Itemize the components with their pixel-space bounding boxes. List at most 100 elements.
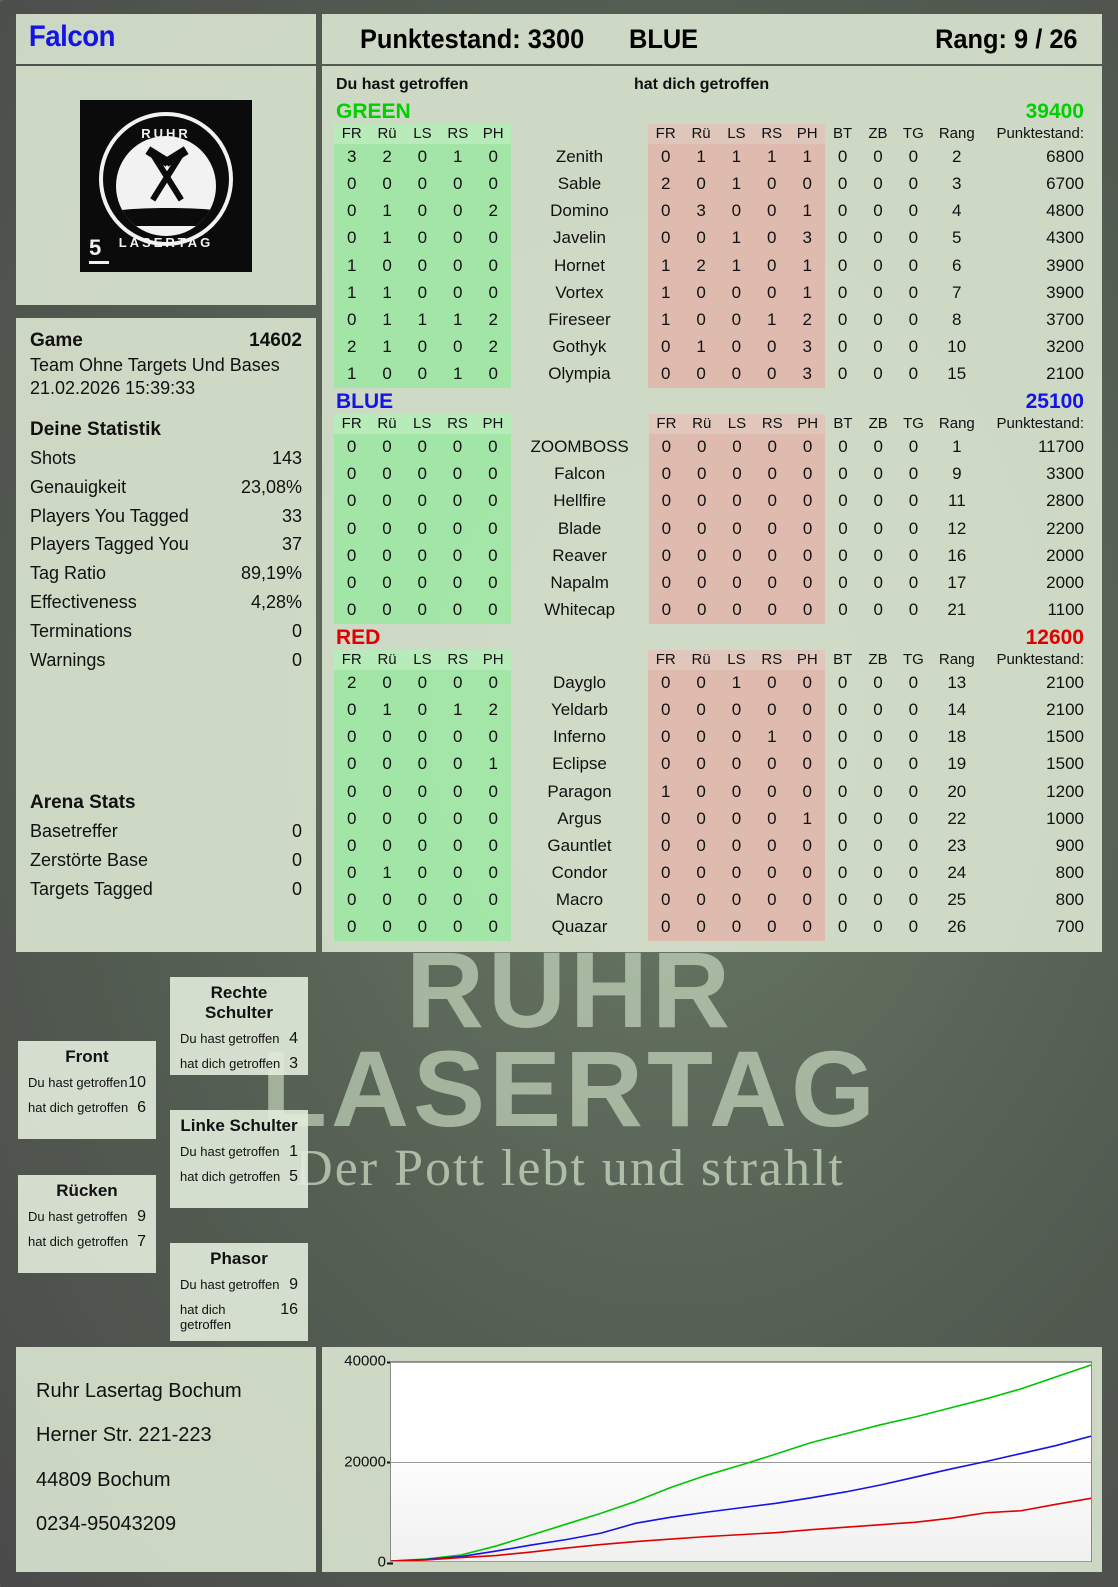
- table-row[interactable]: 0 0 0 0 0 Inferno 0 0 0 1 0 0 0 0 18 1500: [334, 724, 1090, 752]
- hitbox-taggedby-label: hat dich getroffen: [28, 1100, 129, 1115]
- game-id: 14602: [249, 330, 302, 351]
- stat-label: Basetreffer: [30, 821, 118, 842]
- cell-tagged: 0: [475, 887, 511, 915]
- cell-BT: 0: [837, 673, 848, 692]
- address-phone: 0234-95043209: [36, 1513, 177, 1536]
- table-row[interactable]: 0 0 0 0 0 Blade 0 0 0 0 0 0 0 0 12 2200: [334, 515, 1090, 543]
- cell-tagged-by: 0: [789, 832, 825, 860]
- table-row[interactable]: 0 0 0 0 0 Hellfire 0 0 0 0 0 0 0 0 11 2800: [334, 488, 1090, 516]
- cell-tagged-by: 0: [754, 778, 790, 806]
- table-row[interactable]: 3 2 0 1 0 Zenith 0 1 1 1 1 0 0 0 2 6800: [334, 144, 1090, 172]
- cell-tagged: 1: [440, 144, 476, 172]
- cell-tagged-by: 0: [754, 751, 790, 779]
- cell-ZB: 0: [873, 727, 883, 747]
- table-row[interactable]: 0 0 0 0 0 ZOOMBOSS 0 0 0 0 0 0 0 0 1 11700: [334, 434, 1090, 462]
- cell-TG: 0: [908, 835, 919, 855]
- table-row[interactable]: 0 0 0 0 1 Eclipse 0 0 0 0 0 0 0 0 19 1500: [334, 751, 1090, 779]
- chart-gridline: [391, 1561, 1091, 1562]
- cell-tagged-by: 0: [718, 333, 755, 361]
- chart-y-axis: 0 20000 40000: [328, 1353, 394, 1571]
- table-row[interactable]: 0 0 0 0 0 Falcon 0 0 0 0 0 0 0 0 9 3300: [334, 461, 1090, 489]
- table-row[interactable]: 0 0 0 0 0 Argus 0 0 0 0 1 0 0 0 22 1000: [334, 805, 1090, 833]
- cell-tagged-by: 0: [648, 670, 684, 698]
- table-row[interactable]: 1 0 0 0 0 Hornet 1 2 1 0 1 0 0 0 6 3900: [334, 252, 1090, 280]
- cell-tagged-by: 1: [647, 252, 684, 280]
- cell-TG: 0: [908, 862, 919, 882]
- cell-tagged: 2: [369, 144, 405, 172]
- table-row[interactable]: 2 0 0 0 0 Dayglo 0 0 1 0 0 0 0 0 13 2100: [334, 670, 1090, 698]
- cell-tagged-by: 0: [683, 832, 719, 860]
- table-row[interactable]: 0 1 0 0 2 Domino 0 3 0 0 1 0 0 0 4 4800: [334, 198, 1090, 226]
- col-header-name: [511, 650, 648, 670]
- cell-tagged: 0: [404, 832, 441, 860]
- cell-tagged: 0: [369, 914, 405, 942]
- cell-tagged-by: 0: [683, 697, 719, 725]
- cell-TG: 0: [908, 255, 919, 275]
- col-header-tagged-RS: RS: [440, 650, 476, 670]
- cell-tagged: 1: [369, 279, 405, 307]
- cell-tagged-by: 0: [789, 751, 825, 779]
- table-row[interactable]: 0 0 0 0 0 Gauntlet 0 0 0 0 0 0 0 0 23 900: [334, 832, 1090, 860]
- cell-tagged: 0: [404, 361, 441, 389]
- cell-tagged-by: 0: [683, 778, 719, 806]
- cell-score: 700: [1055, 917, 1084, 937]
- cell-tagged-by: 0: [789, 914, 825, 942]
- hitbox-taggedby-label: hat dich getroffen: [180, 1169, 281, 1184]
- cell-ZB: 0: [873, 255, 883, 275]
- cell-player-name: Quazar: [551, 917, 608, 937]
- table-row[interactable]: 0 0 0 0 0 Paragon 1 0 0 0 0 0 0 0 20 1200: [334, 778, 1090, 806]
- cell-score: 1200: [1046, 781, 1084, 801]
- stat-label: Players Tagged You: [30, 534, 189, 555]
- table-row[interactable]: 0 1 0 0 0 Condor 0 0 0 0 0 0 0 0 24 800: [334, 859, 1090, 887]
- chart-y-tick: 0: [377, 1553, 394, 1571]
- table-row[interactable]: 0 1 1 1 2 Fireseer 1 0 0 1 2 0 0 0 8 3700: [334, 306, 1090, 334]
- table-row[interactable]: 0 1 0 1 2 Yeldarb 0 0 0 0 0 0 0 0 14 2100: [334, 697, 1090, 725]
- table-row[interactable]: 0 0 0 0 0 Quazar 0 0 0 0 0 0 0 0 26 700: [334, 914, 1090, 942]
- col-header-tagged-PH: PH: [475, 414, 511, 435]
- hitbox-tagged-label: Du hast getroffen: [180, 1031, 280, 1046]
- cell-TG: 0: [908, 282, 919, 302]
- cell-ZB: 0: [873, 700, 883, 720]
- cell-tagged: 2: [475, 306, 511, 334]
- cell-tagged-by: 0: [648, 515, 685, 543]
- col-header-tagged-FR: FR: [334, 650, 370, 670]
- cell-tagged: 0: [439, 569, 476, 597]
- table-row[interactable]: 1 1 0 0 0 Vortex 1 0 0 0 1 0 0 0 7 3900: [334, 279, 1090, 307]
- cell-tagged-by: 0: [683, 225, 719, 253]
- cell-tagged: 0: [404, 914, 441, 942]
- table-row[interactable]: 0 1 0 0 0 Javelin 0 0 1 0 3 0 0 0 5 4300: [334, 225, 1090, 253]
- cell-tagged-by: 0: [754, 198, 790, 226]
- table-row[interactable]: 0 0 0 0 0 Sable 2 0 1 0 0 0 0 0 3 6700: [334, 171, 1090, 199]
- logo-disc: [116, 135, 216, 236]
- cell-tagged-by: 0: [718, 805, 755, 833]
- cell-BT: 0: [838, 518, 848, 538]
- col-header-score: Punktestand:: [996, 415, 1084, 433]
- cell-tagged: 0: [440, 914, 476, 942]
- cell-tagged: 0: [404, 279, 441, 307]
- cell-TG: 0: [908, 174, 919, 194]
- cell-tagged-by: 1: [789, 279, 825, 307]
- cell-tagged-by: 0: [754, 333, 790, 361]
- cell-tagged-by: 0: [754, 596, 790, 624]
- table-row[interactable]: 0 0 0 0 0 Whitecap 0 0 0 0 0 0 0 0 21 1100: [334, 596, 1090, 624]
- table-row[interactable]: 0 0 0 0 0 Napalm 0 0 0 0 0 0 0 0 17 2000: [334, 569, 1090, 597]
- address-line-3: 44809 Bochum: [36, 1468, 171, 1491]
- cell-tagged: 0: [475, 670, 511, 698]
- cell-ZB: 0: [873, 201, 883, 221]
- cell-score: 2100: [1046, 700, 1084, 720]
- hitbox-tagged-value: 9: [289, 1276, 298, 1293]
- stat-value: 4,28%: [250, 591, 302, 612]
- table-row[interactable]: 1 0 0 1 0 Olympia 0 0 0 0 3 0 0 0 15 2100: [334, 361, 1090, 389]
- table-row[interactable]: 2 1 0 0 2 Gothyk 0 1 0 0 3 0 0 0 10 3200: [334, 333, 1090, 361]
- hitbox-title: Phasor: [210, 1249, 268, 1268]
- cell-tagged-by: 0: [683, 724, 719, 752]
- cell-tagged-by: 0: [754, 670, 790, 698]
- cell-ZB: 0: [873, 572, 883, 592]
- cell-tagged: 0: [334, 697, 370, 725]
- cell-tagged: 1: [334, 361, 370, 389]
- cell-tagged-by: 0: [754, 805, 790, 833]
- table-row[interactable]: 0 0 0 0 0 Macro 0 0 0 0 0 0 0 0 25 800: [334, 887, 1090, 915]
- table-row[interactable]: 0 0 0 0 0 Reaver 0 0 0 0 0 0 0 0 16 2000: [334, 542, 1090, 570]
- cell-tagged: 0: [404, 887, 441, 915]
- cell-tagged-by: 0: [719, 515, 755, 543]
